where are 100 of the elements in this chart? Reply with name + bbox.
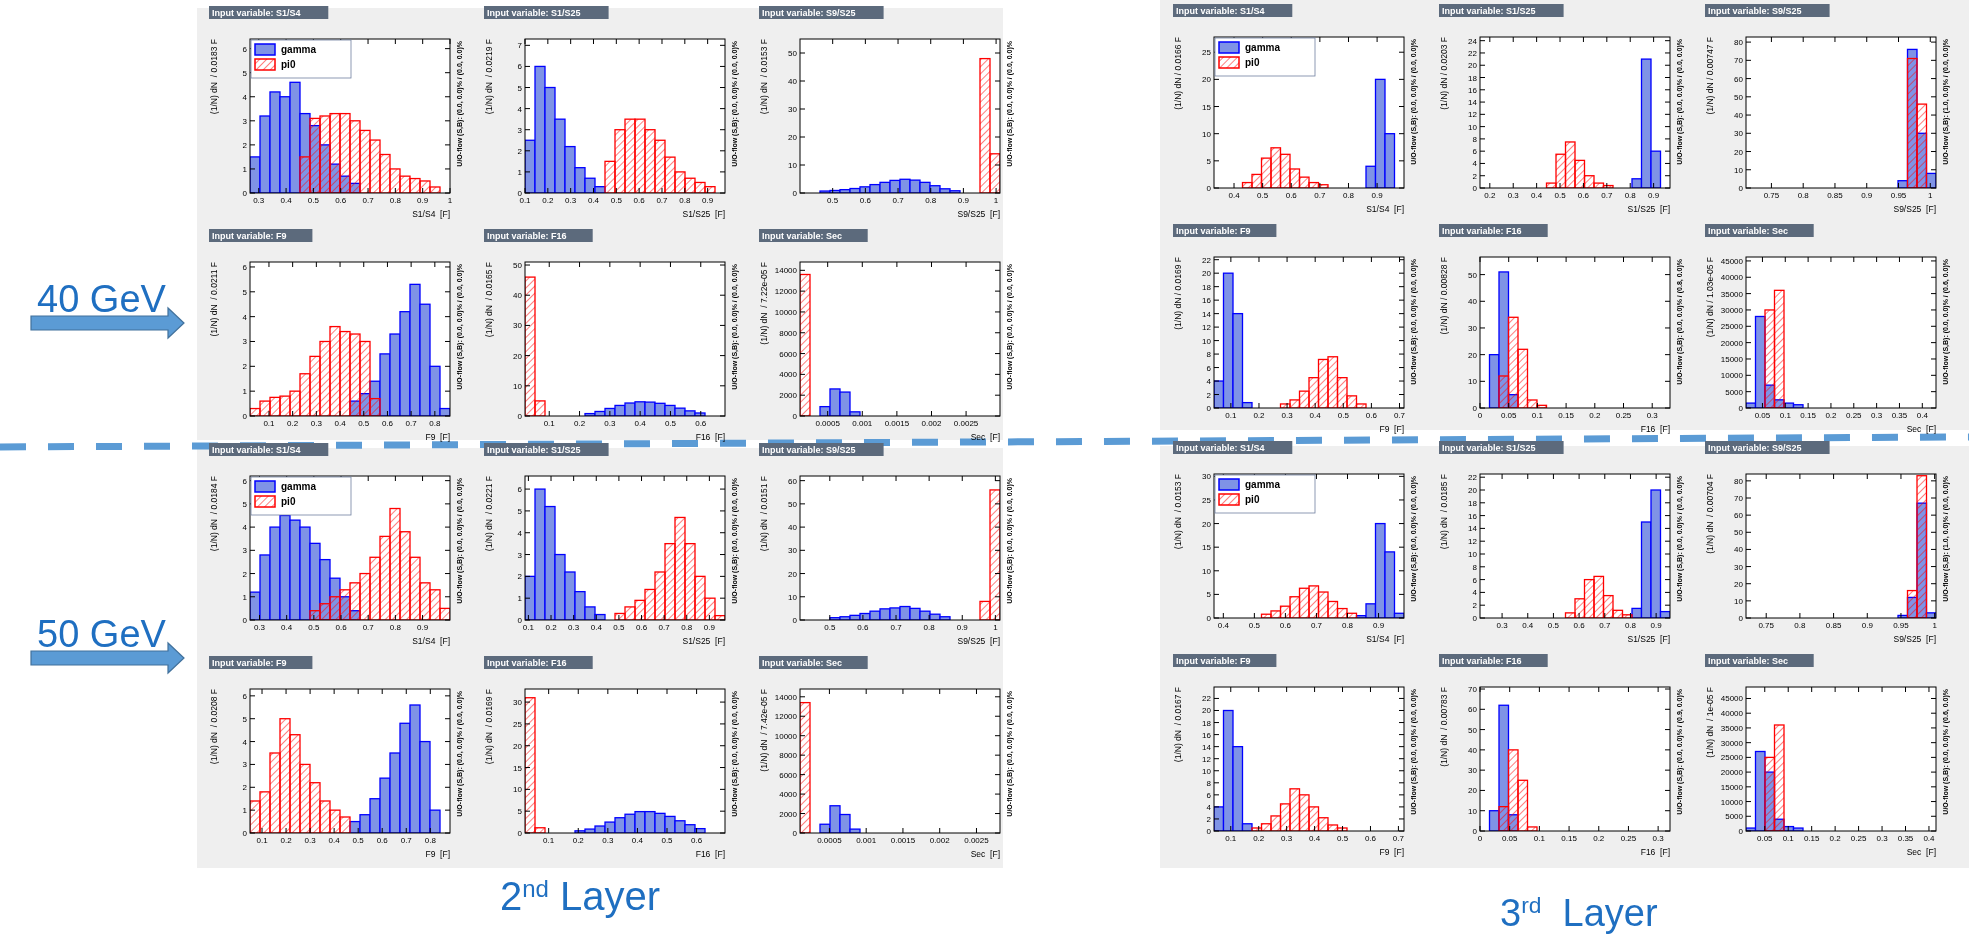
x-tick-label: 0.95 [1893,621,1910,630]
x-tick-label: 0.0005 [815,419,841,428]
chart-title: Input variable: Sec [762,231,843,241]
y-tick-label: 6 [242,476,248,486]
y-tick-label: 4 [242,92,248,102]
y-tick-label: 18 [1468,73,1478,83]
x-tick-label: 0.4 [281,623,293,632]
x-tick-label: 0.5 [308,623,320,632]
y-tick-label: 80 [1734,38,1744,48]
x-axis-title: Sec [F] [970,849,1000,859]
y-tick-label: 10 [1468,806,1478,816]
x-tick-label: 0.6 [695,419,707,428]
x-tick-label: 0.15 [1558,411,1575,420]
x-tick-label: 0.5 [358,419,370,428]
x-tick-label: 0.2 [542,196,554,205]
y-tick-label: 35000 [1720,723,1744,733]
x-axis-title: F16 [F] [1640,424,1670,434]
y-tick-label: 4 [1472,588,1478,598]
y-tick-label: 4000 [779,790,798,800]
y-axis-title: (1/N) dN / 7.42e-05 F [759,689,769,772]
chart-title: Input variable: F16 [1442,656,1522,666]
y-tick-label: 40 [1734,111,1744,121]
y-tick-label: 0 [1738,404,1744,413]
chart-title: Input variable: F16 [487,231,567,241]
chart-title: Input variable: S9/S25 [762,445,856,455]
y-tick-label: 12000 [774,287,798,297]
y-tick-label: 7 [517,41,523,51]
y-tick-label: 10 [1202,566,1212,576]
y-tick-label: 10 [513,785,523,795]
x-tick-label: 0.3 [604,419,616,428]
x-tick-label: 0.002 [921,419,943,428]
y-tick-label: 18 [1202,282,1212,292]
y-tick-label: 15000 [1720,782,1744,792]
y-tick-label: 5 [242,499,248,509]
x-tick-label: 0.5 [1554,191,1567,200]
y-axis-title: (1/N) dN / 0.0169 F [484,689,494,765]
y-tick-label: 40 [1734,545,1744,555]
y-tick-label: 20 [788,569,798,579]
y-tick-label: 20000 [1720,338,1744,348]
x-axis-title: S1/S25 [F] [682,209,725,219]
x-axis-title: S1/S25 [F] [1627,204,1670,214]
y-tick-label: 25 [513,719,523,729]
y-tick-label: 50 [788,49,798,58]
x-tick-label: 0.2 [1825,411,1838,420]
y-axis-title: (1/N) dN / 0.00783 F [1439,687,1449,767]
x-tick-label: 0.5 [613,623,625,632]
x-tick-label: 0.15 [1800,411,1817,420]
y-tick-label: 1 [242,592,248,602]
x-tick-label: 0.1 [1533,834,1546,843]
y-axis-title: (1/N) dN / 1.03e-05 F [1705,257,1715,338]
x-tick-label: 0.75 [1758,621,1775,630]
y-tick-label: 14000 [774,692,798,702]
chart-title: Input variable: F16 [1442,226,1522,236]
y-axis-title: (1/N) dN / 0.0183 F [209,39,219,115]
y-tick-label: 10000 [1720,371,1744,381]
x-tick-label: 0.2 [287,419,299,428]
x-tick-label: 0.3 [602,836,614,845]
y-tick-label: 15 [1202,102,1212,112]
x-tick-label: 0.8 [1342,191,1355,200]
x-tick-label: 0.9 [1650,621,1663,630]
x-tick-label: 0.25 [1850,834,1867,843]
y-tick-label: 22 [1468,473,1478,483]
x-tick-label: 0.7 [362,623,375,632]
y-tick-label: 4 [242,523,248,533]
chart-title: Input variable: S1/S4 [1176,443,1265,453]
y-tick-label: 25 [1202,48,1212,58]
x-axis-title: S1/S25 [F] [682,636,725,646]
x-tick-label: 0.6 [1365,411,1378,420]
x-tick-label: 0.002 [929,836,951,845]
y-tick-label: 40 [1468,297,1478,307]
y-tick-label: 70 [1734,494,1744,503]
x-tick-label: 0.7 [656,196,669,205]
y-tick-label: 2 [1206,814,1212,824]
x-tick-label: 0.5 [1547,621,1560,630]
x-tick-label: 0.1 [263,419,276,428]
x-tick-label: 0.4 [1531,191,1543,200]
x-tick-label: 0.0005 [817,836,843,845]
y-tick-label: 16 [1468,511,1478,521]
y-tick-label: 25 [1202,495,1212,505]
x-tick-label: 0.0015 [884,419,910,428]
x-tick-label: 0.8 [1341,621,1354,630]
x-tick-label: 0.2 [545,623,558,632]
x-tick-label: 0.9 [1371,191,1384,200]
y-tick-label: 4 [517,528,523,538]
y-tick-label: 2 [242,569,248,579]
legend-label: gamma [1245,479,1281,490]
x-tick-label: 0.1 [1225,834,1237,843]
x-tick-label: 0.6 [376,836,389,845]
x-tick-label: 0.1 [522,623,535,632]
y-tick-label: 6 [242,44,248,54]
y-tick-label: 20 [1468,350,1478,360]
chart-title: Input variable: S1/S25 [1442,6,1536,16]
y-tick-label: 5000 [1725,812,1744,822]
y-axis-title: (1/N) dN / 0.0219 F [484,39,494,115]
x-tick-label: 0.2 [1589,411,1601,420]
legend-label: gamma [1245,42,1281,53]
y-tick-label: 24 [1468,36,1478,46]
y-tick-label: 60 [1468,705,1478,715]
y-tick-label: 10 [1734,596,1744,606]
x-tick-label: 0.3 [1507,191,1520,200]
